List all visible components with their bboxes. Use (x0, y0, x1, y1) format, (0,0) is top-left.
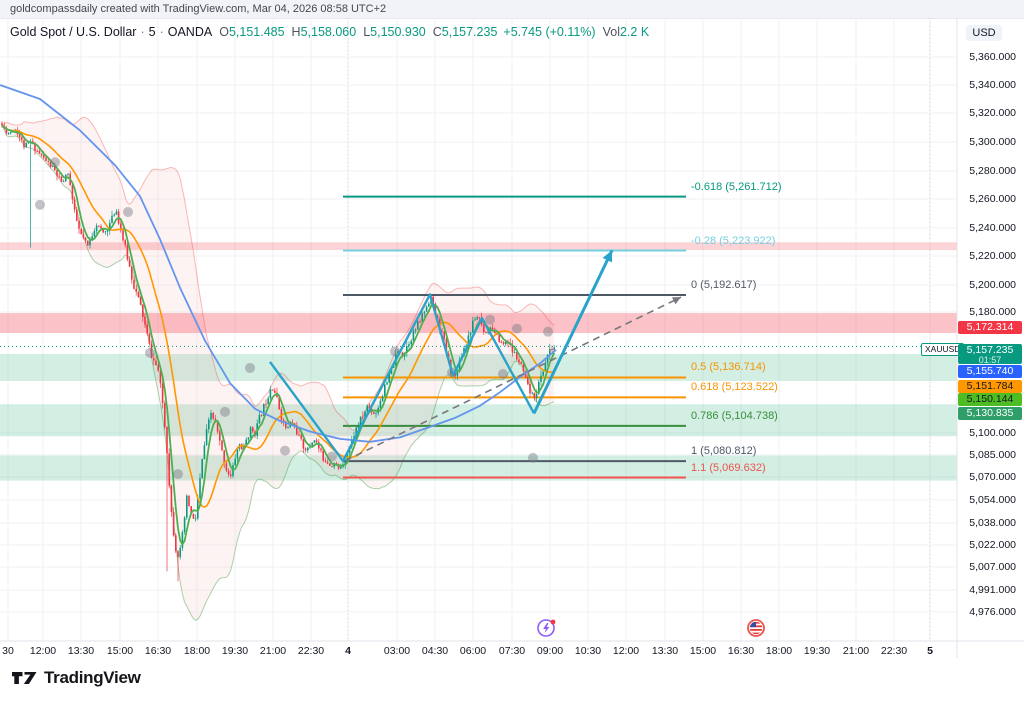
low-value: 5,150.930 (370, 25, 426, 39)
footer: TradingView (0, 658, 1024, 704)
price-tick-label: 5,007.000 (969, 561, 1016, 573)
time-tick-label: 10:30 (574, 645, 602, 657)
price-tick-label: 5,038.000 (969, 517, 1016, 529)
time-tick-label: 21:00 (259, 645, 287, 657)
price-badge: 5,172.314 (958, 321, 1022, 334)
high-key: H (291, 25, 301, 39)
price-tick-label: 5,280.000 (969, 165, 1016, 177)
time-tick-label: 19:30 (803, 645, 831, 657)
price-tick-label: 4,991.000 (969, 584, 1016, 596)
separator: · (140, 25, 145, 39)
separator: · (159, 25, 164, 39)
time-tick-label: 19:30 (221, 645, 249, 657)
open-value: 5,151.485 (228, 25, 285, 39)
time-tick-label: 21:00 (842, 645, 870, 657)
price-tick-label: 5,340.000 (969, 79, 1016, 91)
high-value: 5,158.060 (300, 25, 357, 39)
time-tick-label: 4 (345, 645, 351, 657)
tradingview-logo[interactable]: TradingView (12, 668, 141, 688)
lightning-icon[interactable] (536, 617, 558, 639)
price-zones (0, 242, 957, 481)
time-tick-label: 18:00 (765, 645, 793, 657)
price-tick-label: 5,320.000 (969, 107, 1016, 119)
time-tick-label: 22:30 (297, 645, 325, 657)
time-tick-label: 22:30 (880, 645, 908, 657)
price-tick-label: 5,070.000 (969, 471, 1016, 483)
time-tick-label: 5 (927, 645, 933, 657)
projection-drawings (269, 249, 682, 463)
time-tick-label: 13:30 (651, 645, 679, 657)
time-tick-label: 07:30 (498, 645, 526, 657)
price-tick-label: 5,054.000 (969, 494, 1016, 506)
volume-key: Vol (602, 25, 620, 39)
price-badge: 5,155.740 (958, 365, 1022, 378)
price-tick-label: 5,240.000 (969, 222, 1016, 234)
tradingview-logo-icon (12, 672, 37, 684)
fib-label[interactable]: 0.618 (5,123.522) (691, 381, 778, 394)
symbol-tag[interactable]: XAUUSD (921, 343, 965, 356)
symbol-title: Gold Spot / U.S. Dollar (10, 25, 137, 39)
time-tick-label: 15:00 (106, 645, 134, 657)
grid (0, 18, 957, 641)
tradingview-logo-text: TradingView (44, 668, 141, 687)
price-tick-label: 4,976.000 (969, 606, 1016, 618)
price-tick-label: 5,260.000 (969, 193, 1016, 205)
fib-label[interactable]: 1.1 (5,069.632) (691, 461, 766, 474)
time-tick-label: 16:30 (727, 645, 755, 657)
attribution-text: goldcompassdaily created with TradingVie… (10, 3, 387, 15)
close-key: C (432, 25, 442, 39)
exchange-label: OANDA (167, 25, 213, 39)
change-value: +5.745 (+0.11%) (503, 25, 596, 39)
fib-label[interactable]: -0.618 (5,261.712) (691, 180, 782, 193)
time-tick-label: 12:00 (29, 645, 57, 657)
close-value: 5,157.235 (441, 25, 498, 39)
signal-dots (35, 157, 553, 480)
time-tick-label: 04:30 (421, 645, 449, 657)
fib-label[interactable]: 0.786 (5,104.738) (691, 409, 778, 422)
moving-averages (0, 84, 557, 546)
price-tick-label: 5,220.000 (969, 250, 1016, 262)
time-tick-label: 30 (2, 645, 14, 657)
time-tick-label: 12:00 (612, 645, 640, 657)
fib-label[interactable]: 0 (5,192.617) (691, 278, 757, 291)
time-tick-label: 06:00 (459, 645, 487, 657)
time-tick-label: 13:30 (67, 645, 95, 657)
fib-label[interactable]: -0.28 (5,223.922) (691, 234, 776, 247)
time-tick-label: 09:00 (536, 645, 564, 657)
open-key: O (219, 25, 229, 39)
price-tick-label: 5,200.000 (969, 279, 1016, 291)
interval-label: 5 (148, 25, 156, 39)
currency-button[interactable]: USD (966, 25, 1002, 41)
price-tick-label: 5,022.000 (969, 539, 1016, 551)
price-badge: 5,130.835 (958, 407, 1022, 420)
fib-retracement (343, 195, 686, 479)
countdown-timer: 01:57 (978, 355, 1002, 365)
time-tick-label: 15:00 (689, 645, 717, 657)
price-tick-label: 5,180.000 (969, 306, 1016, 318)
us-flag-icon[interactable] (745, 617, 767, 639)
price-tick-label: 5,085.000 (969, 449, 1016, 461)
price-tick-label: 5,300.000 (969, 136, 1016, 148)
time-tick-label: 18:00 (183, 645, 211, 657)
volume-value: 2.2 K (619, 25, 650, 39)
low-key: L (363, 25, 371, 39)
price-badge: 5,150.144 (958, 393, 1022, 406)
price-badge: 5,157.235 01:57 (958, 344, 1022, 365)
price-tick-label: 5,100.000 (969, 427, 1016, 439)
fib-label[interactable]: 1 (5,080.812) (691, 445, 757, 458)
price-tick-label: 5,360.000 (969, 51, 1016, 63)
fib-label[interactable]: 0.5 (5,136.714) (691, 361, 766, 374)
price-badge: 5,151.784 (958, 380, 1022, 393)
chart-legend[interactable]: Gold Spot / U.S. Dollar · 5 · OANDA O5,151.48… (10, 25, 649, 39)
time-tick-label: 16:30 (144, 645, 172, 657)
time-tick-label: 03:00 (383, 645, 411, 657)
